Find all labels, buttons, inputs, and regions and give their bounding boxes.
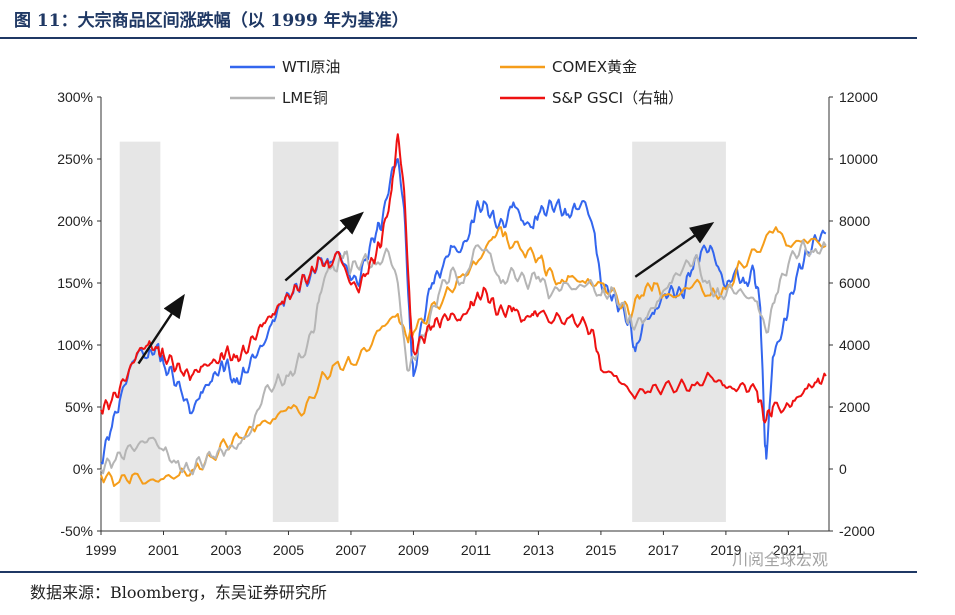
- x-tick-label: 2015: [585, 542, 616, 558]
- chart-legend: WTI原油 COMEX黄金 LME铜 S&P GSCI（右轴）: [230, 58, 683, 107]
- legend-label-2: COMEX黄金: [552, 58, 637, 76]
- right-tick-label: -2000: [839, 523, 875, 539]
- right-tick-label: 12000: [839, 89, 878, 105]
- x-tick-label: 2003: [210, 542, 241, 558]
- x-tick-label: 2001: [148, 542, 179, 558]
- x-tick-label: 2021: [773, 542, 804, 558]
- trend-arrow-1: [137, 293, 185, 365]
- trend-arrows: [137, 211, 715, 365]
- series-line-3: [100, 239, 827, 476]
- figure-title: 图 11：大宗商品区间涨跌幅（以 1999 年为基准）: [14, 11, 409, 31]
- left-tick-label: 250%: [57, 151, 93, 167]
- left-tick-label: 100%: [57, 337, 93, 353]
- trend-arrow-3: [634, 221, 715, 278]
- x-tick-label: 2007: [335, 542, 366, 558]
- series-line-1: [100, 158, 827, 465]
- right-tick-label: 8000: [839, 213, 870, 229]
- series-3-group: [100, 239, 827, 476]
- left-tick-label: 300%: [57, 89, 93, 105]
- series-lines: [100, 133, 827, 487]
- legend-label-1: WTI原油: [282, 58, 340, 76]
- source-note: 数据来源：Bloomberg，东吴证券研究所: [30, 583, 327, 602]
- x-tick-label: 2017: [648, 542, 679, 558]
- series-1-group: [100, 158, 827, 465]
- left-tick-label: 0%: [73, 461, 93, 477]
- x-tick-label: 2019: [710, 542, 741, 558]
- x-tick-label: 2011: [461, 542, 491, 558]
- x-tick-label: 1999: [85, 542, 116, 558]
- left-tick-label: -50%: [60, 523, 93, 539]
- right-tick-label: 0: [839, 461, 847, 477]
- series-4-group: [100, 133, 827, 424]
- shaded-periods: [119, 141, 726, 522]
- left-tick-label: 50%: [65, 399, 93, 415]
- legend-label-3: LME铜: [282, 89, 328, 107]
- chart-axes: 300% 250% 200% 150% 100% 50% 0% -50% 12000 10000 8…: [57, 89, 878, 558]
- legend-label-4: S&P GSCI（右轴）: [552, 89, 683, 107]
- shaded-period-3: [632, 141, 726, 522]
- shaded-period-2: [272, 141, 339, 522]
- trend-arrow-2: [284, 211, 364, 282]
- x-tick-label: 2005: [273, 542, 304, 558]
- title-divider: [0, 37, 917, 39]
- x-tick-label: 2009: [398, 542, 429, 558]
- right-tick-label: 6000: [839, 275, 870, 291]
- right-tick-label: 10000: [839, 151, 878, 167]
- left-tick-label: 200%: [57, 213, 93, 229]
- x-tick-label: 2013: [523, 542, 554, 558]
- shaded-period-1: [119, 141, 161, 522]
- right-tick-label: 2000: [839, 399, 870, 415]
- left-tick-label: 150%: [57, 275, 93, 291]
- right-tick-label: 4000: [839, 337, 870, 353]
- watermark-text: 川阅全球宏观: [732, 550, 829, 569]
- source-divider: [0, 571, 917, 573]
- series-line-4: [100, 133, 827, 424]
